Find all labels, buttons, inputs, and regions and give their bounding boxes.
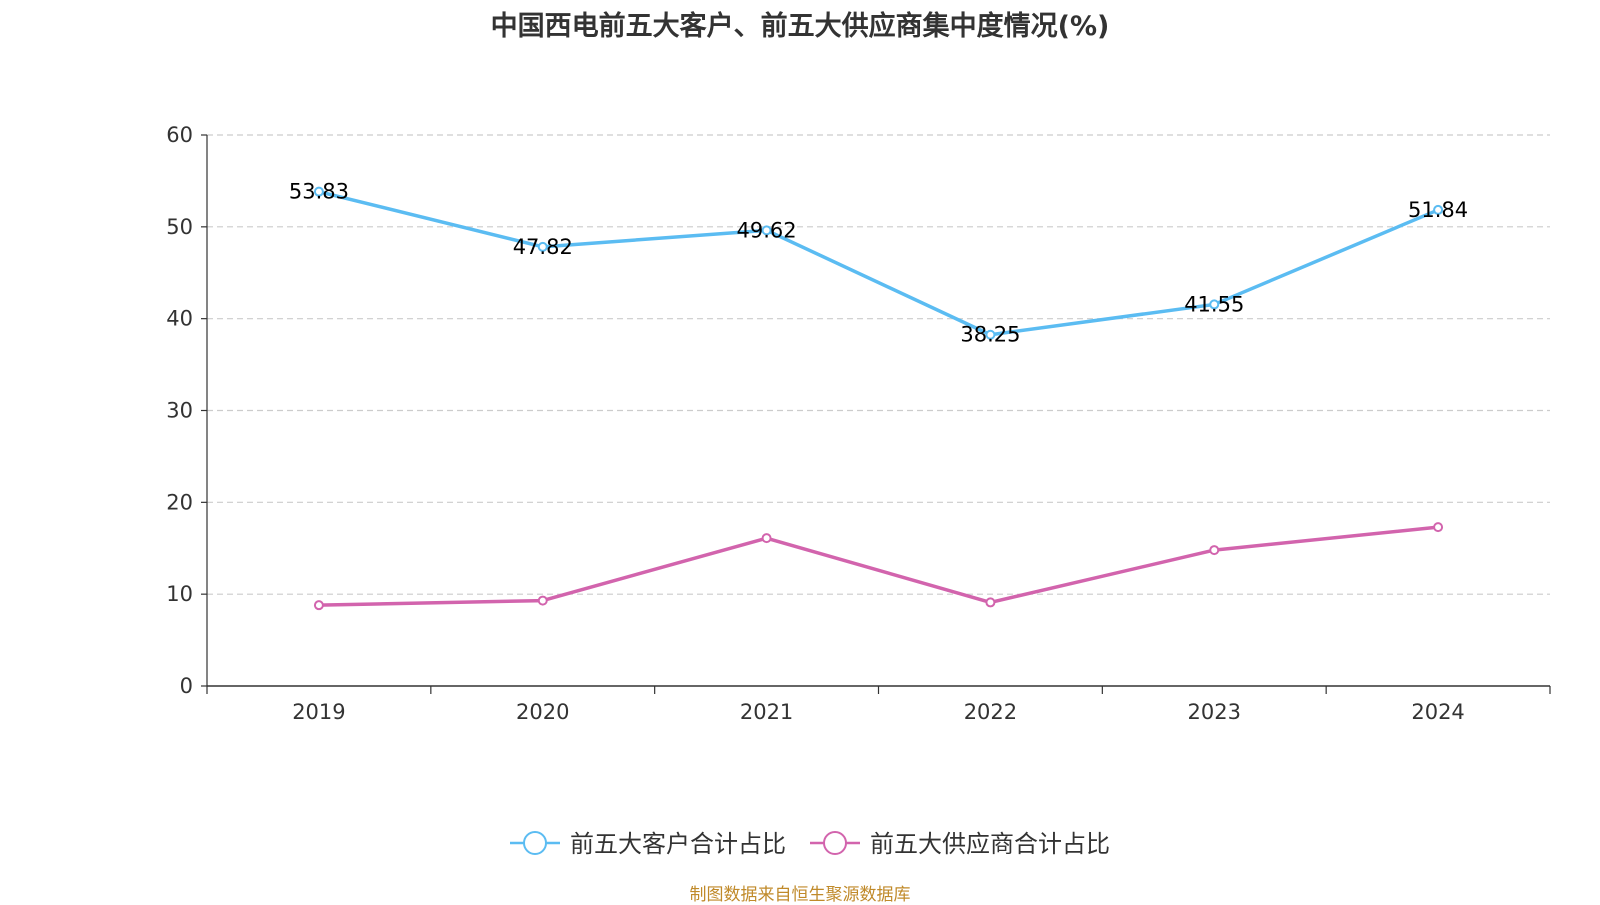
legend-label[interactable]: 前五大客户合计占比 (570, 830, 786, 858)
data-point (1209, 299, 1220, 310)
data-label: 41.55 (1184, 292, 1244, 316)
x-tick-label: 2023 (1188, 700, 1241, 724)
source-note: 制图数据来自恒生聚源数据库 (689, 885, 911, 905)
legend-marker (823, 831, 847, 855)
data-point (761, 225, 772, 236)
data-label: 51.84 (1408, 198, 1468, 222)
y-tick-label: 30 (166, 399, 193, 423)
series-line-1 (318, 525, 1439, 607)
data-point (985, 329, 996, 340)
data-point (537, 241, 548, 252)
legend-label[interactable]: 前五大供应商合计占比 (870, 830, 1110, 858)
data-label: 47.82 (513, 235, 573, 259)
y-tick-label: 10 (166, 582, 193, 606)
y-tick-label: 0 (180, 674, 193, 698)
y-tick-label: 20 (166, 490, 193, 514)
data-point (537, 595, 548, 606)
data-label: 49.62 (737, 218, 797, 242)
data-point (1433, 522, 1444, 533)
data-point (761, 533, 772, 544)
series (313, 186, 1444, 611)
data-point (313, 600, 324, 611)
y-tick-label: 40 (166, 307, 193, 331)
data-point (313, 186, 324, 197)
x-tick-label: 2024 (1411, 700, 1464, 724)
x-tick-label: 2019 (292, 700, 345, 724)
data-label: 38.25 (960, 323, 1020, 347)
data-point (1209, 545, 1220, 556)
data-point (1433, 204, 1444, 215)
x-tick-label: 2022 (964, 700, 1017, 724)
legend: 前五大客户合计占比 前五大供应商合计占比 (510, 830, 1110, 858)
axes: 0 10 20 30 40 50 60 2019 2020 2021 2022 2023 2024 (166, 123, 1551, 724)
data-labels: 53.83 47.82 49.62 38.25 41.55 51.84 (289, 180, 1468, 347)
y-tick-label: 60 (166, 123, 193, 147)
series-line-0 (318, 189, 1439, 337)
y-tick-label: 50 (166, 215, 193, 239)
x-tick-label: 2020 (516, 700, 569, 724)
chart-title: 中国西电前五大客户、前五大供应商集中度情况(%) (490, 11, 1110, 42)
data-point (985, 597, 996, 608)
grid-lines (207, 134, 1550, 595)
data-label: 53.83 (289, 180, 349, 204)
x-tick-label: 2021 (740, 700, 793, 724)
legend-marker (523, 831, 547, 855)
